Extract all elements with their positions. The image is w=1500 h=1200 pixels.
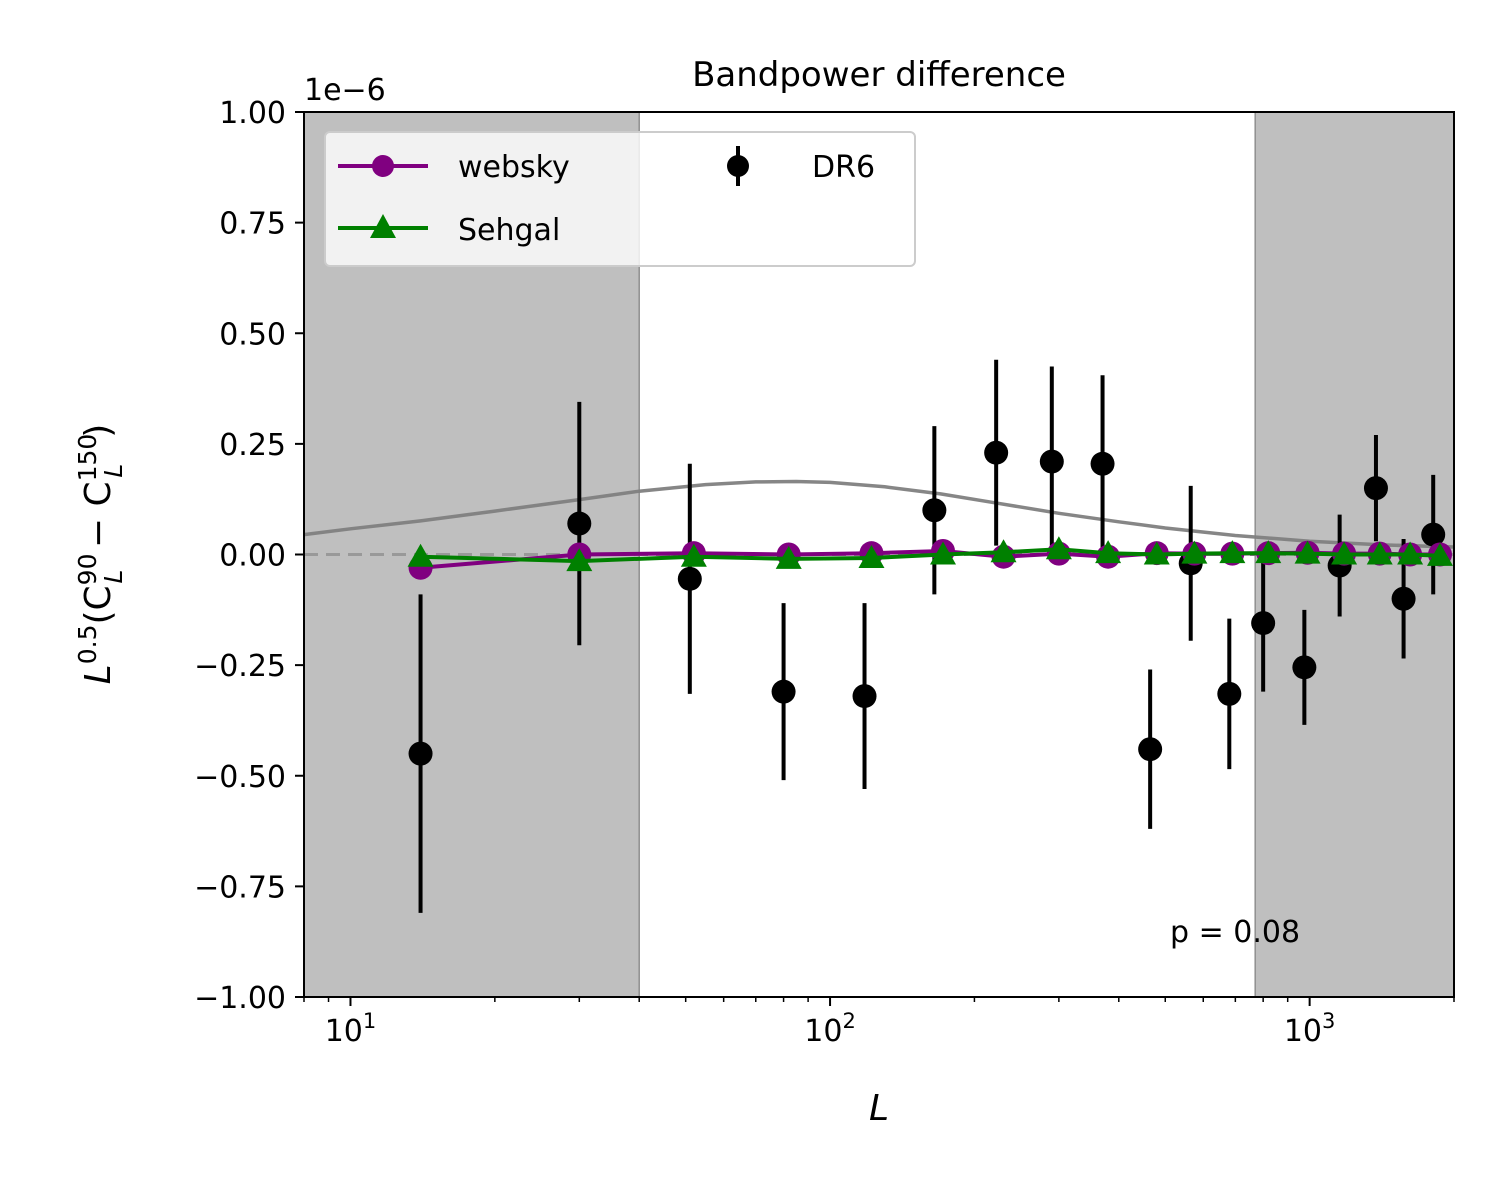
x-tick-label-1: 102 xyxy=(804,1009,856,1049)
sehgal-point-10 xyxy=(1181,540,1208,564)
dr6-point-0 xyxy=(408,741,433,766)
sehgal-point-5 xyxy=(930,541,957,565)
sehgal-point-11 xyxy=(1219,540,1246,564)
legend-label-websky: websky xyxy=(458,150,570,185)
x-tick-label-0: 101 xyxy=(325,1009,377,1049)
sehgal-point-0 xyxy=(407,543,434,567)
dr6-point-2 xyxy=(677,566,702,591)
sehgal-point-17 xyxy=(1427,542,1454,566)
y-tick-label-6: −0.50 xyxy=(194,760,286,795)
y-axis-label: L0.5(C90L − C150L) xyxy=(73,424,128,685)
legend-frame xyxy=(324,131,916,267)
sehgal-point-14 xyxy=(1331,541,1358,565)
sehgal-point-8 xyxy=(1095,540,1122,564)
dr6-point-7 xyxy=(1039,449,1064,474)
dr6-point-1 xyxy=(567,511,592,536)
sehgal-point-4 xyxy=(858,545,885,569)
y-tick-label-1: 0.75 xyxy=(219,207,286,242)
y-tick-label-5: −0.25 xyxy=(194,649,286,684)
y-tick-label-7: −0.75 xyxy=(194,870,286,905)
dr6-point-16 xyxy=(1391,586,1416,611)
y-tick-label-0: 1.00 xyxy=(219,96,286,131)
dr6-point-9 xyxy=(1138,737,1163,762)
legend-item-websky: websky xyxy=(338,150,570,185)
data-series xyxy=(407,359,1454,913)
dr6-point-3 xyxy=(771,679,796,704)
y-tick-label-2: 0.50 xyxy=(219,317,286,352)
dr6-point-12 xyxy=(1251,611,1276,636)
chart-title: Bandpower difference xyxy=(692,55,1066,95)
theory-curve xyxy=(303,479,1455,549)
dr6-point-15 xyxy=(1363,476,1388,501)
p-value-annotation: p = 0.08 xyxy=(1170,915,1300,950)
legend-marker-dr6 xyxy=(727,155,749,177)
legend-label-sehgal: Sehgal xyxy=(458,213,560,248)
dr6-point-11 xyxy=(1217,681,1242,706)
sehgal-point-1 xyxy=(566,548,593,572)
sehgal-point-15 xyxy=(1366,541,1393,565)
sehgal-point-3 xyxy=(775,545,802,569)
legend-label-dr6: DR6 xyxy=(812,150,875,185)
dr6-point-6 xyxy=(984,440,1009,465)
sehgal-point-7 xyxy=(1045,536,1072,560)
legend-item-sehgal: Sehgal xyxy=(338,213,560,248)
y-offset-text: 1e−6 xyxy=(304,73,386,108)
y-tick-label-3: 0.25 xyxy=(219,428,286,463)
x-tick-label-2: 103 xyxy=(1284,1009,1336,1049)
legend: websky Sehgal DR6 xyxy=(324,131,916,267)
sehgal-point-9 xyxy=(1143,541,1170,565)
dr6-point-13 xyxy=(1292,655,1317,680)
legend-marker-sehgal xyxy=(370,214,396,238)
sehgal-point-16 xyxy=(1397,541,1424,565)
x-axis-label: L xyxy=(869,1088,889,1129)
y-tick-label-8: −1.00 xyxy=(194,981,286,1016)
sehgal-point-13 xyxy=(1294,540,1321,564)
axes: 1.00 0.75 0.50 0.25 0.00 −0.25 −0.50 −0.75 −1.00… xyxy=(194,96,1455,1049)
sehgal-point-6 xyxy=(990,539,1017,563)
dr6-point-17 xyxy=(1421,522,1446,547)
dr6-point-8 xyxy=(1090,451,1115,476)
legend-marker-websky xyxy=(372,155,394,177)
legend-item-dr6: DR6 xyxy=(727,146,875,186)
theory-curve-line xyxy=(303,479,1455,549)
sehgal-point-12 xyxy=(1255,540,1282,564)
y-tick-label-4: 0.00 xyxy=(219,539,286,574)
dr6-point-5 xyxy=(922,498,947,523)
sehgal-point-2 xyxy=(680,543,707,567)
dr6-point-4 xyxy=(852,684,877,709)
